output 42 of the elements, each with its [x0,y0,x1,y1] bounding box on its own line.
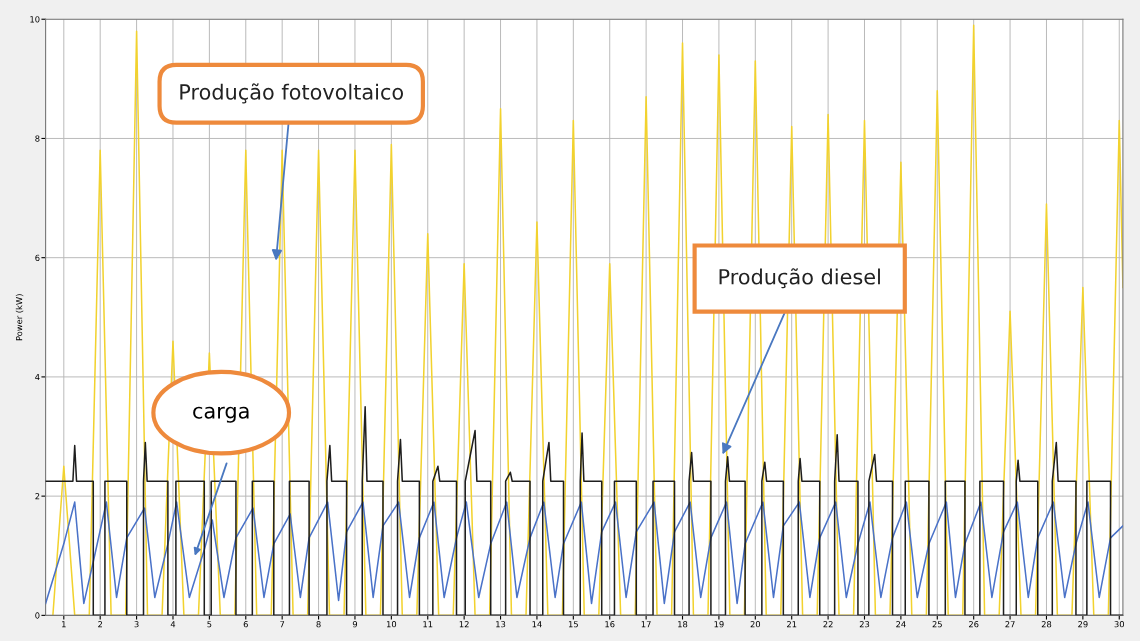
x-tick-label: 14 [532,621,542,628]
x-tick-label: 28 [1041,621,1052,628]
line-series [52,24,1123,616]
y-tick-label: 10 [30,16,40,23]
x-tick-label: 5 [207,621,212,628]
x-tick-label: 7 [280,621,285,628]
x-tick-label: 2 [98,621,103,628]
y-tick-label: 8 [35,135,40,142]
x-tick-label: 9 [352,621,358,628]
x-tick-label: 16 [605,621,615,628]
x-tick-label: 27 [1005,621,1015,628]
y-tick-label: 6 [35,254,40,261]
x-tick-label: 4 [170,621,176,628]
y-tick-label: 0 [35,612,40,619]
y-tick-label: 4 [35,374,40,381]
x-tick-label: 11 [423,621,433,628]
x-tick-label: 21 [787,621,797,628]
x-tick-label: 13 [496,621,506,628]
y-axis-title: Power (kW) [15,294,24,341]
x-tick-label: 29 [1078,621,1088,628]
y-tick-label: 2 [35,493,40,500]
line-series [45,501,1123,605]
x-tick-label: 17 [641,621,651,628]
x-tick-label: 1 [62,621,66,628]
annotation: Produção diesel [719,268,880,289]
x-tick-label: 26 [968,621,979,628]
x-tick-label: 19 [714,621,724,628]
annotation: Produção fotovoltaico [180,83,403,104]
x-tick-label: 15 [568,621,578,628]
x-tick-label: 6 [243,621,248,628]
x-tick-label: 25 [932,621,942,628]
x-tick-label: 20 [750,621,761,628]
x-tick-label: 30 [1114,621,1125,628]
x-tick-label: 12 [459,621,469,628]
x-tick-label: 3 [134,621,139,628]
x-tick-label: 22 [823,621,833,628]
annotation: carga [193,406,249,423]
x-tick-label: 23 [859,621,870,628]
x-tick-label: 18 [678,621,688,628]
x-tick-label: 10 [386,621,397,628]
x-tick-label: 24 [896,621,906,628]
x-tick-label: 8 [316,621,321,628]
